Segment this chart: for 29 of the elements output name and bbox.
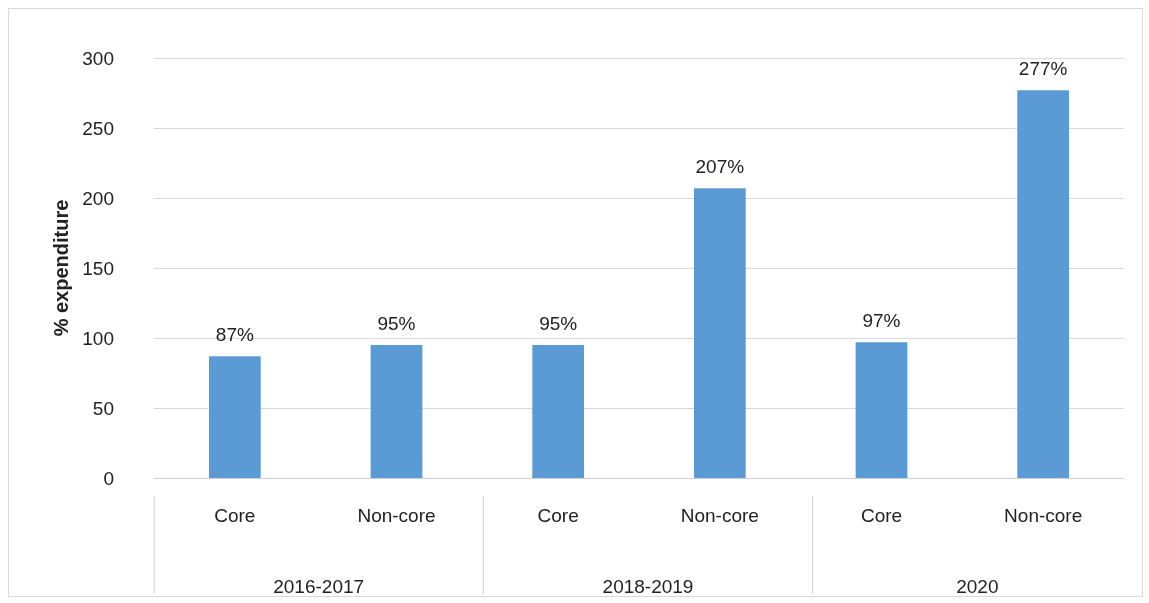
y-tick-label: 200 (82, 187, 114, 209)
data-label: 95% (377, 313, 416, 334)
x-tick-label: Non-core (1004, 505, 1083, 526)
text: 2020 (956, 575, 999, 597)
bar (532, 345, 585, 478)
bar (208, 356, 261, 478)
y-tick-label: 250 (82, 117, 114, 139)
bar (855, 342, 908, 478)
x-tick-label: Non-core (357, 505, 436, 526)
bar (1017, 90, 1070, 478)
text: 2016-2017 (273, 575, 365, 597)
x-tick-label: Core (860, 505, 903, 526)
y-tick-label: 300 (82, 47, 114, 69)
bar (370, 345, 423, 478)
y-axis-title: % expenditure (50, 199, 73, 337)
data-label: 95% (539, 313, 578, 334)
data-label: 277% (1018, 58, 1068, 80)
text: 2018-2019 (602, 575, 694, 597)
y-tick-label: 0 (103, 467, 114, 489)
x-tick-label: Non-core (680, 505, 759, 526)
x-tick-label: Core (214, 505, 256, 526)
data-label: 97% (862, 310, 901, 332)
data-label: 87% (215, 324, 254, 346)
bar (693, 188, 746, 478)
data-label: 207% (695, 156, 745, 178)
y-tick-label: 100 (82, 327, 114, 349)
y-tick-label: 50 (92, 397, 114, 419)
y-tick-label: 150 (82, 257, 114, 279)
x-tick-label: Core (537, 505, 579, 526)
